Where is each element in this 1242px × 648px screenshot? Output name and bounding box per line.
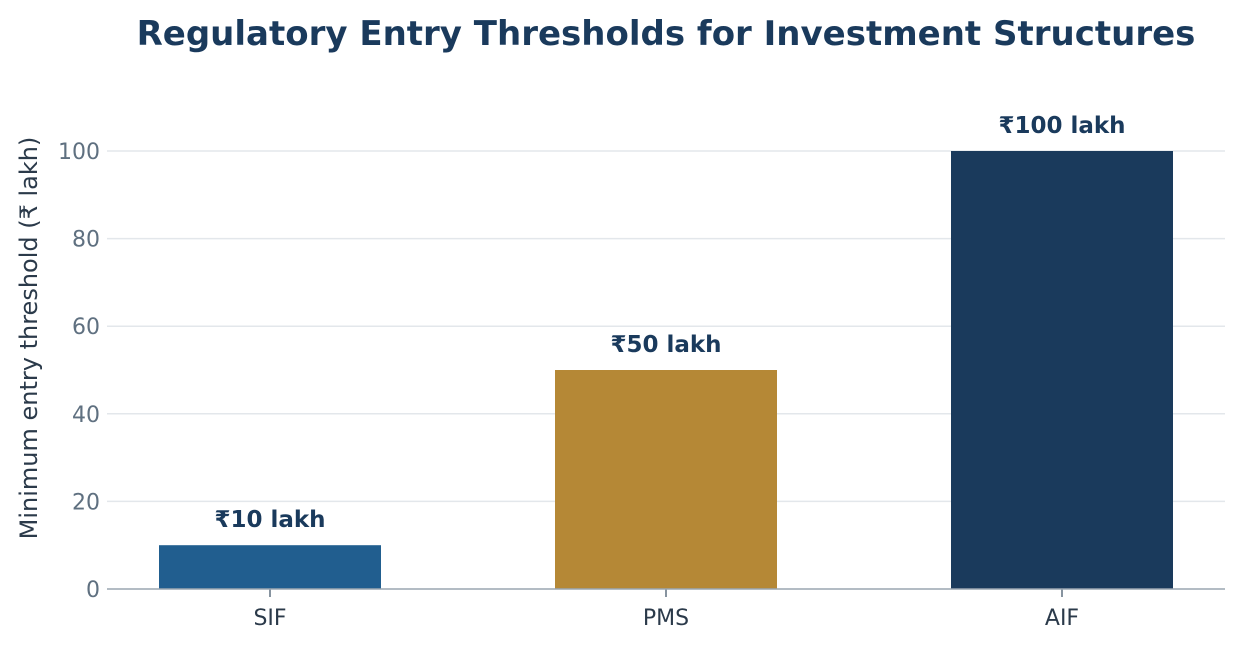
bar-aif: [951, 151, 1173, 589]
y-tick-label: 40: [72, 403, 100, 428]
bar-sif: [159, 545, 381, 589]
chart-title: Regulatory Entry Thresholds for Investme…: [137, 14, 1196, 54]
x-tick-label: SIF: [253, 606, 286, 631]
bars: [159, 151, 1173, 589]
bar-pms: [555, 370, 777, 589]
x-tick-label: PMS: [643, 606, 689, 631]
y-tick-label: 100: [58, 140, 100, 165]
y-axis-ticks: 0 20 40 60 80 100: [58, 140, 100, 603]
y-tick-label: 20: [72, 490, 100, 515]
y-axis-label: Minimum entry threshold (₹ lakh): [15, 137, 43, 540]
data-labels: ₹10 lakh ₹50 lakh ₹100 lakh: [214, 113, 1125, 533]
x-axis-ticks: SIF PMS AIF: [253, 589, 1079, 631]
y-tick-label: 80: [72, 228, 100, 253]
data-label: ₹100 lakh: [998, 113, 1125, 139]
y-tick-label: 0: [86, 578, 100, 603]
y-tick-label: 60: [72, 315, 100, 340]
data-label: ₹50 lakh: [610, 332, 721, 358]
data-label: ₹10 lakh: [214, 507, 325, 533]
x-tick-label: AIF: [1045, 606, 1079, 631]
